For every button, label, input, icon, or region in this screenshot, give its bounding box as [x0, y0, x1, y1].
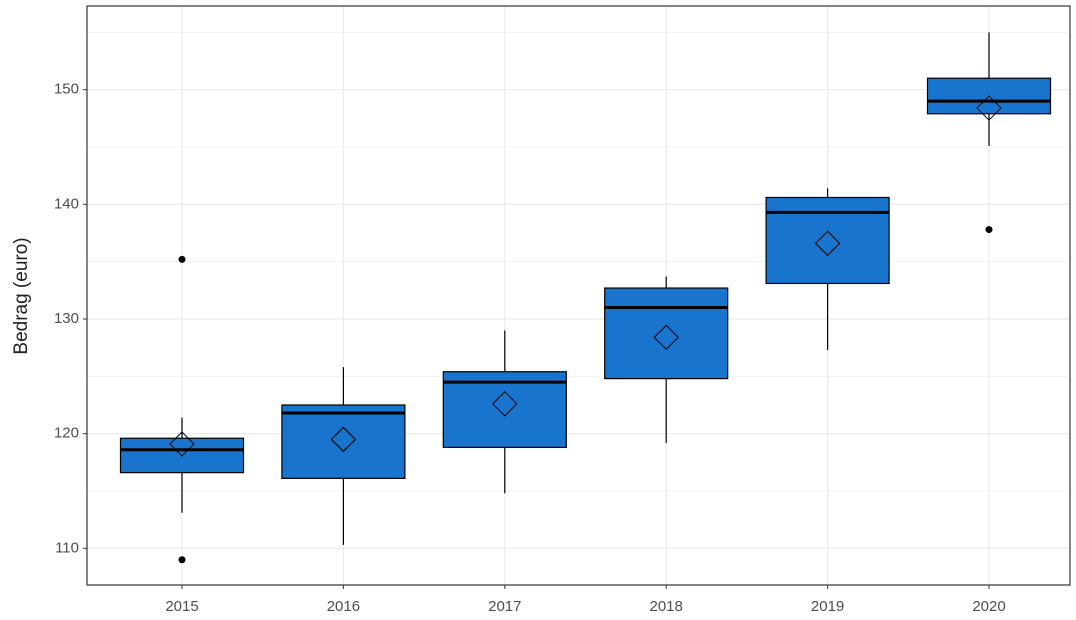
y-tick-label: 140: [54, 195, 79, 212]
box: [281, 404, 406, 479]
x-tick-label: 2016: [327, 598, 360, 615]
mean-marker: [492, 391, 518, 417]
mean-marker: [653, 324, 679, 351]
outlier: [178, 556, 186, 564]
outlier: [985, 226, 993, 234]
y-axis-label: Bedrag (euro): [11, 237, 32, 354]
box: [442, 371, 567, 449]
mean-marker: [976, 95, 1002, 121]
y-tick-label: 110: [55, 539, 79, 556]
x-tick-label: 2020: [972, 598, 1005, 615]
x-tick-label: 2019: [811, 598, 844, 615]
mean-marker: [330, 426, 357, 453]
mean-marker: [814, 230, 841, 257]
x-tick-label: 2017: [488, 598, 521, 615]
x-tick-label: 2018: [650, 598, 683, 615]
y-tick-label: 150: [54, 81, 79, 98]
y-tick-label: 130: [54, 310, 79, 327]
y-tick-label: 120: [54, 425, 79, 442]
x-tick-label: 2015: [165, 598, 198, 615]
panel-border: [86, 5, 1071, 586]
box: [604, 287, 729, 380]
outlier: [178, 255, 186, 263]
box: [765, 196, 890, 285]
mean-marker: [169, 431, 195, 457]
